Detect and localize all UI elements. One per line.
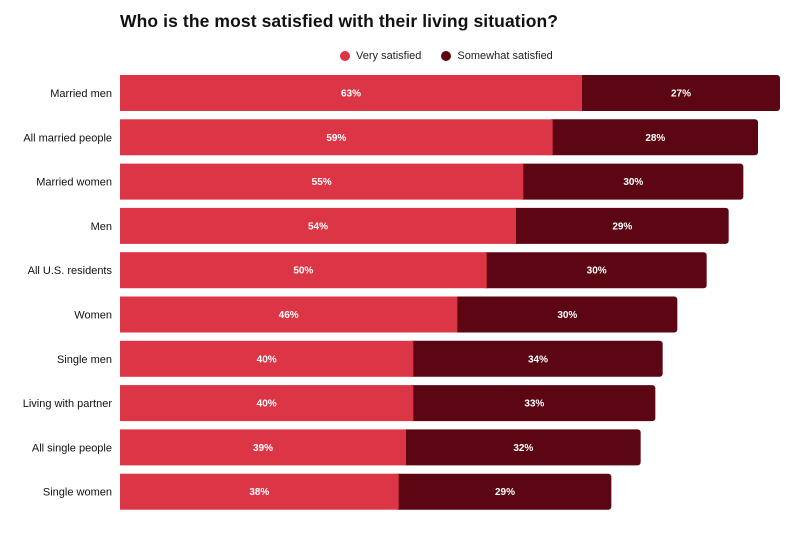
bar-somewhat-satisfied-single-women: [394, 473, 612, 510]
data-label-very-satisfied-women: 46%: [279, 310, 299, 321]
bar-somewhat-satisfied-married-men: [578, 75, 780, 111]
bar-somewhat-satisfied-single-men: [409, 340, 663, 377]
bar-very-satisfied-married-men: [120, 75, 582, 111]
data-label-very-satisfied-men: 54%: [308, 221, 328, 232]
category-label-all-married-people: All married people: [23, 132, 112, 144]
category-label-married-men: Married men: [50, 88, 112, 100]
bar-somewhat-satisfied-all-single-people: [402, 429, 641, 466]
data-label-somewhat-satisfied-living-with-partner: 33%: [524, 399, 544, 410]
bar-very-satisfied-single-women: [120, 473, 399, 510]
data-label-somewhat-satisfied-single-men: 34%: [528, 354, 548, 365]
bar-somewhat-satisfied-married-women: [519, 163, 744, 200]
bar-somewhat-satisfied-all-u-s-residents: [482, 252, 707, 289]
bar-somewhat-satisfied-living-with-partner: [409, 385, 656, 422]
legend: Very satisfied Somewhat satisfied: [340, 50, 553, 62]
data-label-very-satisfied-all-married-people: 59%: [326, 133, 346, 144]
legend-label-somewhat-satisfied: Somewhat satisfied: [457, 50, 553, 62]
data-label-somewhat-satisfied-all-u-s-residents: 30%: [587, 266, 607, 277]
category-label-single-women: Single women: [43, 487, 112, 499]
data-label-somewhat-satisfied-all-single-people: 32%: [513, 443, 533, 454]
bar-very-satisfied-all-single-people: [120, 429, 406, 466]
bar-very-satisfied-women: [120, 296, 458, 333]
bar-very-satisfied-all-u-s-residents: [120, 252, 487, 289]
bar-very-satisfied-married-women: [120, 163, 524, 200]
legend-swatch-very-satisfied: [340, 51, 350, 61]
data-label-somewhat-satisfied-women: 30%: [557, 310, 577, 321]
data-label-very-satisfied-single-men: 40%: [257, 354, 277, 365]
data-label-somewhat-satisfied-single-women: 29%: [495, 487, 515, 498]
data-label-very-satisfied-all-single-people: 39%: [253, 443, 273, 454]
data-label-very-satisfied-married-men: 63%: [341, 89, 361, 100]
bar-very-satisfied-all-married-people: [120, 119, 553, 156]
legend-item-very-satisfied: Very satisfied: [340, 50, 421, 62]
bar-somewhat-satisfied-men: [512, 207, 729, 244]
data-label-somewhat-satisfied-all-married-people: 28%: [645, 133, 665, 144]
data-label-somewhat-satisfied-men: 29%: [612, 221, 632, 232]
bar-very-satisfied-single-men: [120, 340, 414, 377]
category-label-living-with-partner: Living with partner: [23, 398, 113, 410]
category-label-all-single-people: All single people: [32, 442, 112, 454]
data-label-very-satisfied-married-women: 55%: [312, 177, 332, 188]
category-label-single-men: Single men: [57, 354, 112, 366]
category-label-all-u-s-residents: All U.S. residents: [28, 265, 113, 277]
data-label-very-satisfied-all-u-s-residents: 50%: [293, 266, 313, 277]
category-label-women: Women: [74, 310, 112, 322]
data-label-very-satisfied-living-with-partner: 40%: [257, 399, 277, 410]
legend-label-very-satisfied: Very satisfied: [356, 50, 422, 62]
legend-swatch-somewhat-satisfied: [441, 51, 452, 61]
data-label-very-satisfied-single-women: 38%: [249, 487, 269, 498]
category-label-men: Men: [91, 221, 112, 233]
data-label-somewhat-satisfied-married-women: 30%: [623, 177, 643, 188]
bar-somewhat-satisfied-women: [453, 296, 678, 333]
data-label-somewhat-satisfied-married-men: 27%: [671, 89, 691, 100]
category-label-married-women: Married women: [36, 177, 112, 189]
bar-somewhat-satisfied-all-married-people: [548, 119, 758, 156]
legend-item-somewhat-satisfied: Somewhat satisfied: [441, 50, 553, 62]
chart-title: Who is the most satisfied with their liv…: [120, 11, 559, 31]
bar-very-satisfied-men: [120, 207, 516, 244]
bar-very-satisfied-living-with-partner: [120, 385, 414, 422]
